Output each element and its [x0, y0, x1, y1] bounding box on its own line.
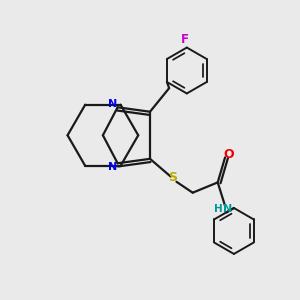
Text: S: S: [169, 171, 178, 184]
Text: F: F: [181, 33, 189, 46]
Text: N: N: [108, 162, 117, 172]
Text: H: H: [214, 205, 223, 214]
Text: N: N: [108, 99, 117, 109]
Text: N: N: [224, 205, 233, 214]
Text: O: O: [223, 148, 234, 161]
